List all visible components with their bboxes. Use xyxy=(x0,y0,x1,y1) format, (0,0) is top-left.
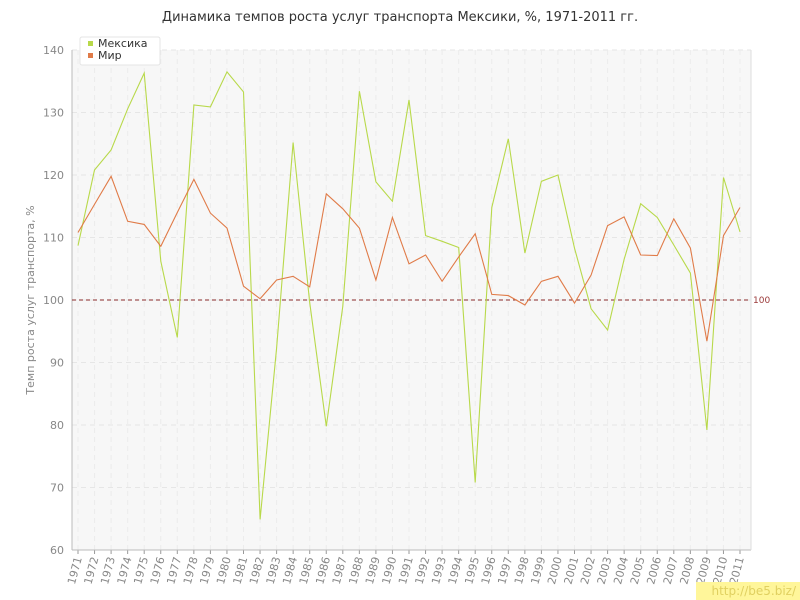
y-axis-title: Темп роста услуг транспорта, % xyxy=(24,205,37,395)
series-line xyxy=(77,70,741,520)
series-group xyxy=(77,70,741,520)
series-line xyxy=(77,175,741,342)
y-tick-label: 110 xyxy=(43,232,64,245)
legend-box xyxy=(79,36,161,66)
y-tick-label: 100 xyxy=(43,294,64,307)
grid xyxy=(72,49,751,550)
legend-swatch xyxy=(88,41,93,46)
y-tick-label: 120 xyxy=(43,169,64,182)
legend-swatch xyxy=(88,53,93,58)
y-tick-label: 60 xyxy=(50,544,64,557)
y-tick-label: 140 xyxy=(43,44,64,57)
legend-label: Мексика xyxy=(98,37,147,50)
chart-title: Динамика темпов роста услуг транспорта М… xyxy=(161,10,639,25)
y-tick-label: 90 xyxy=(50,357,64,370)
legend-label: Мир xyxy=(98,49,122,62)
reference-line-label: 100 xyxy=(753,296,770,306)
y-tick-label: 130 xyxy=(43,107,64,120)
y-tick-label: 80 xyxy=(50,419,64,432)
watermark-link[interactable]: http://be5.biz/ xyxy=(696,582,800,600)
y-tick-label: 70 xyxy=(50,482,64,495)
reference-line-group: 100 xyxy=(72,296,770,306)
